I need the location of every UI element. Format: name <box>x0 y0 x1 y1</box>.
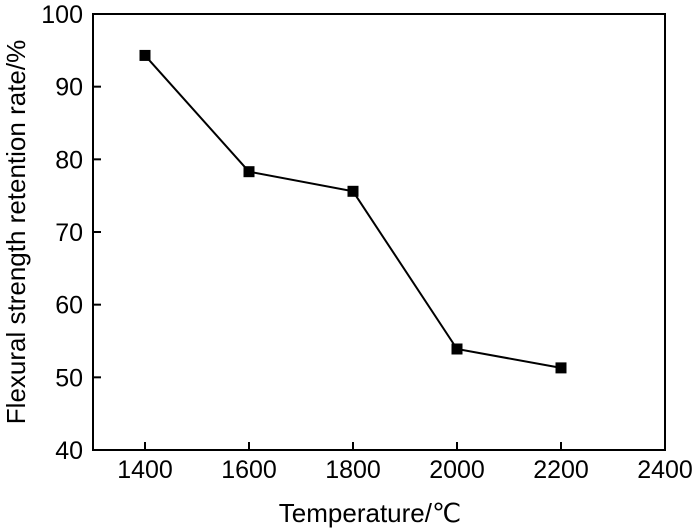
series-layer <box>139 49 567 374</box>
y-tick-label: 90 <box>55 74 83 102</box>
y-tick-label: 60 <box>55 292 83 320</box>
x-axis-ticks: 1400 1600 1800 2000 2200 2400 <box>117 442 693 484</box>
y-tick-label: 40 <box>55 437 83 465</box>
data-point-marker <box>139 49 151 61</box>
y-axis-ticks: 40 50 60 70 80 90 100 <box>41 1 101 465</box>
data-point-marker <box>555 362 567 374</box>
x-tick-label: 1400 <box>117 456 173 484</box>
y-tick-label: 100 <box>41 1 83 29</box>
data-point-marker <box>243 166 255 178</box>
x-tick-label: 1600 <box>221 456 277 484</box>
series-line <box>144 54 562 369</box>
y-tick-label: 50 <box>55 364 83 392</box>
data-point-marker <box>451 343 463 355</box>
x-tick-label: 2000 <box>429 456 485 484</box>
x-tick-label: 1800 <box>325 456 381 484</box>
data-point-marker <box>347 185 359 197</box>
x-tick-label: 2200 <box>533 456 589 484</box>
y-axis-title: Flexural strength retention rate/% <box>1 40 31 424</box>
y-tick-label: 70 <box>55 219 83 247</box>
y-tick-label: 80 <box>55 146 83 174</box>
x-tick-label: 2400 <box>637 456 693 484</box>
x-axis-title: Temperature/℃ <box>279 498 461 528</box>
